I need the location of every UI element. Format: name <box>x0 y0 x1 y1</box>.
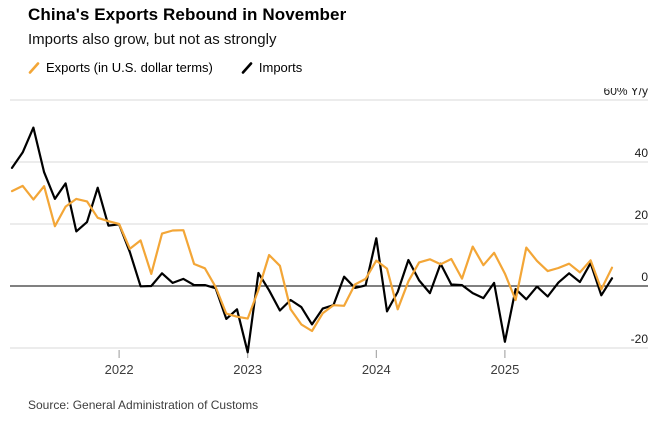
legend-label-imports: Imports <box>258 60 303 75</box>
y-axis-label: 40 <box>635 146 649 160</box>
x-axis-label: 2025 <box>490 362 519 377</box>
y-axis-label: 60% Y/y <box>604 88 648 98</box>
y-axis-label: -20 <box>631 332 649 346</box>
imports-line-marker-icon <box>241 61 253 74</box>
x-axis-label: 2024 <box>362 362 391 377</box>
chart-title: China's Exports Rebound in November <box>28 5 347 24</box>
legend: Exports (in U.S. dollar terms) Imports <box>28 60 302 75</box>
legend-item-imports: Imports <box>241 60 302 75</box>
exports-line-marker-icon <box>28 61 40 74</box>
y-axis-label: 0 <box>641 270 648 284</box>
series-line-imports <box>10 126 614 354</box>
legend-label-exports: Exports (in U.S. dollar terms) <box>46 60 213 75</box>
series-line-exports <box>10 184 614 333</box>
y-axis-label: 20 <box>635 208 649 222</box>
x-axis-label: 2022 <box>105 362 134 377</box>
legend-item-exports: Exports (in U.S. dollar terms) <box>28 60 213 75</box>
x-axis-label: 2023 <box>233 362 262 377</box>
chart-subtitle: Imports also grow, but not as strongly <box>28 31 277 48</box>
source-note: Source: General Administration of Custom… <box>28 398 259 412</box>
line-chart: 60% Y/y 40 20 0 -20 2022 2023 2024 2025 <box>10 84 649 377</box>
plot-area: 60% Y/y 40 20 0 -20 2022 2023 2024 2025 <box>0 84 660 388</box>
